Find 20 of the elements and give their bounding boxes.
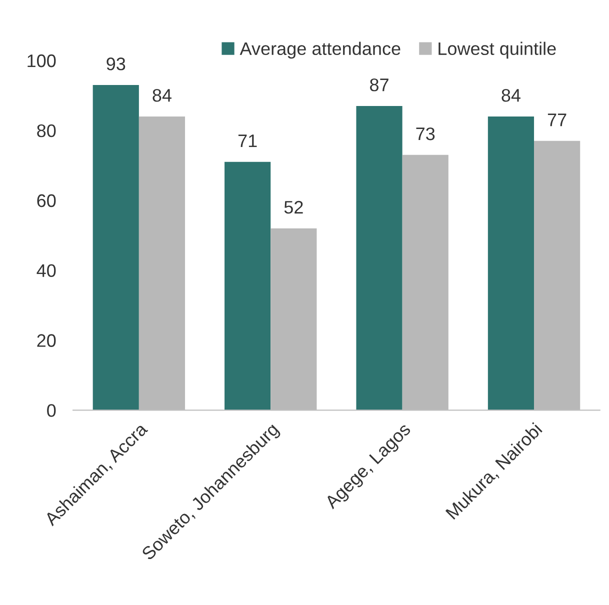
data-label: 84 [152, 88, 172, 102]
legend-label: Average attendance [240, 42, 400, 59]
bar [92, 84, 139, 410]
data-label: 93 [106, 58, 126, 70]
y-tick-label: 0 [47, 404, 56, 417]
data-label: 87 [370, 78, 388, 92]
data-label: 73 [416, 127, 435, 140]
y-tick-label: 20 [37, 334, 56, 347]
data-label: 71 [238, 134, 257, 148]
y-tick-label: 80 [37, 124, 56, 138]
y-tick-label: 60 [37, 194, 56, 208]
y-tick-label: 40 [36, 264, 56, 278]
legend-label: Lowest quintile [438, 42, 556, 59]
data-label: 84 [502, 88, 520, 102]
data-label: 52 [284, 200, 303, 214]
y-tick-label: 100 [28, 54, 56, 68]
bar [356, 106, 402, 410]
data-label: 77 [548, 114, 566, 126]
bar [488, 116, 534, 410]
bar [224, 162, 271, 410]
